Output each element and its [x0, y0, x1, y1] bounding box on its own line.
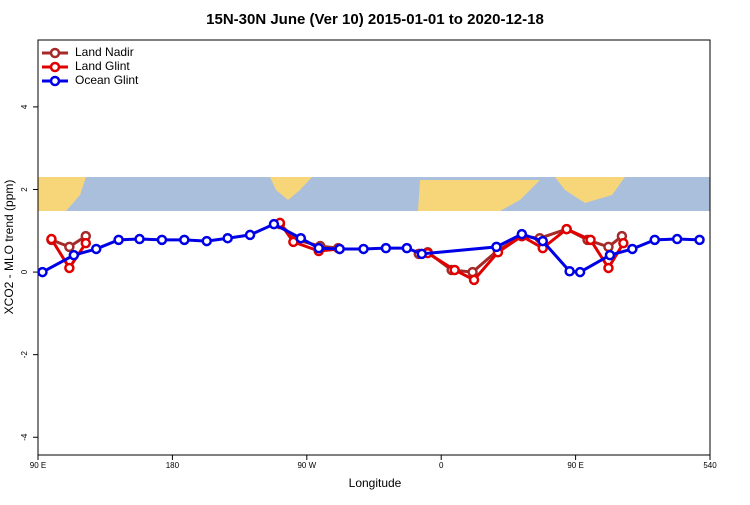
- y-tick-label: -4: [20, 433, 29, 441]
- point: [516, 228, 528, 240]
- plot-frame: [37, 39, 711, 456]
- point: [201, 235, 212, 247]
- x-tick-label: 0: [439, 461, 444, 470]
- point: [358, 243, 369, 255]
- point: [416, 248, 428, 260]
- legend-marker: [49, 61, 61, 73]
- point: [574, 266, 586, 278]
- x-tick-label: 90 E: [567, 461, 583, 470]
- point: [449, 264, 460, 276]
- point: [64, 241, 75, 253]
- point: [90, 243, 102, 255]
- point: [671, 233, 683, 245]
- y-tick-label: 4: [20, 104, 29, 109]
- x-tick-label: 180: [166, 461, 180, 470]
- x-tick-label: 90 W: [297, 461, 316, 470]
- point: [46, 233, 57, 245]
- point: [37, 266, 48, 278]
- point: [68, 249, 80, 261]
- legend-label: Ocean Glint: [75, 73, 139, 87]
- x-axis-label: Longitude: [349, 476, 402, 490]
- point: [649, 234, 660, 246]
- point: [64, 262, 75, 274]
- series-line: [41, 222, 700, 274]
- legend-label: Land Glint: [75, 59, 130, 73]
- point: [295, 232, 307, 244]
- point: [491, 241, 502, 253]
- legend-marker: [49, 47, 61, 59]
- legend-label: Land Nadir: [75, 45, 134, 59]
- point: [564, 265, 575, 277]
- x-tick-label: 540: [703, 461, 717, 470]
- point: [113, 234, 124, 246]
- point: [244, 229, 256, 241]
- x-tick-label: 90 E: [30, 461, 46, 470]
- y-tick-label: -2: [20, 351, 29, 359]
- point: [603, 241, 614, 253]
- point: [604, 249, 616, 261]
- point: [134, 233, 145, 245]
- y-tick-label: 0: [20, 269, 29, 274]
- point: [468, 274, 480, 286]
- point: [603, 262, 614, 274]
- point: [401, 242, 413, 254]
- y-tick-label: 2: [20, 187, 29, 192]
- point: [618, 237, 629, 249]
- point: [585, 234, 596, 246]
- legend-marker: [49, 75, 61, 87]
- point: [222, 232, 233, 244]
- map-strip: [38, 177, 710, 211]
- point: [627, 243, 638, 255]
- chart-title: 15N-30N June (Ver 10) 2015-01-01 to 2020…: [206, 11, 544, 28]
- point: [380, 242, 392, 254]
- point: [179, 234, 190, 246]
- point: [537, 235, 548, 247]
- point: [80, 237, 92, 249]
- point: [313, 242, 324, 254]
- y-axis-label: XCO2 - MLO trend (ppm): [2, 180, 16, 315]
- point: [694, 234, 705, 246]
- point: [268, 218, 280, 230]
- point: [561, 223, 572, 235]
- point: [334, 243, 345, 255]
- point: [156, 234, 168, 246]
